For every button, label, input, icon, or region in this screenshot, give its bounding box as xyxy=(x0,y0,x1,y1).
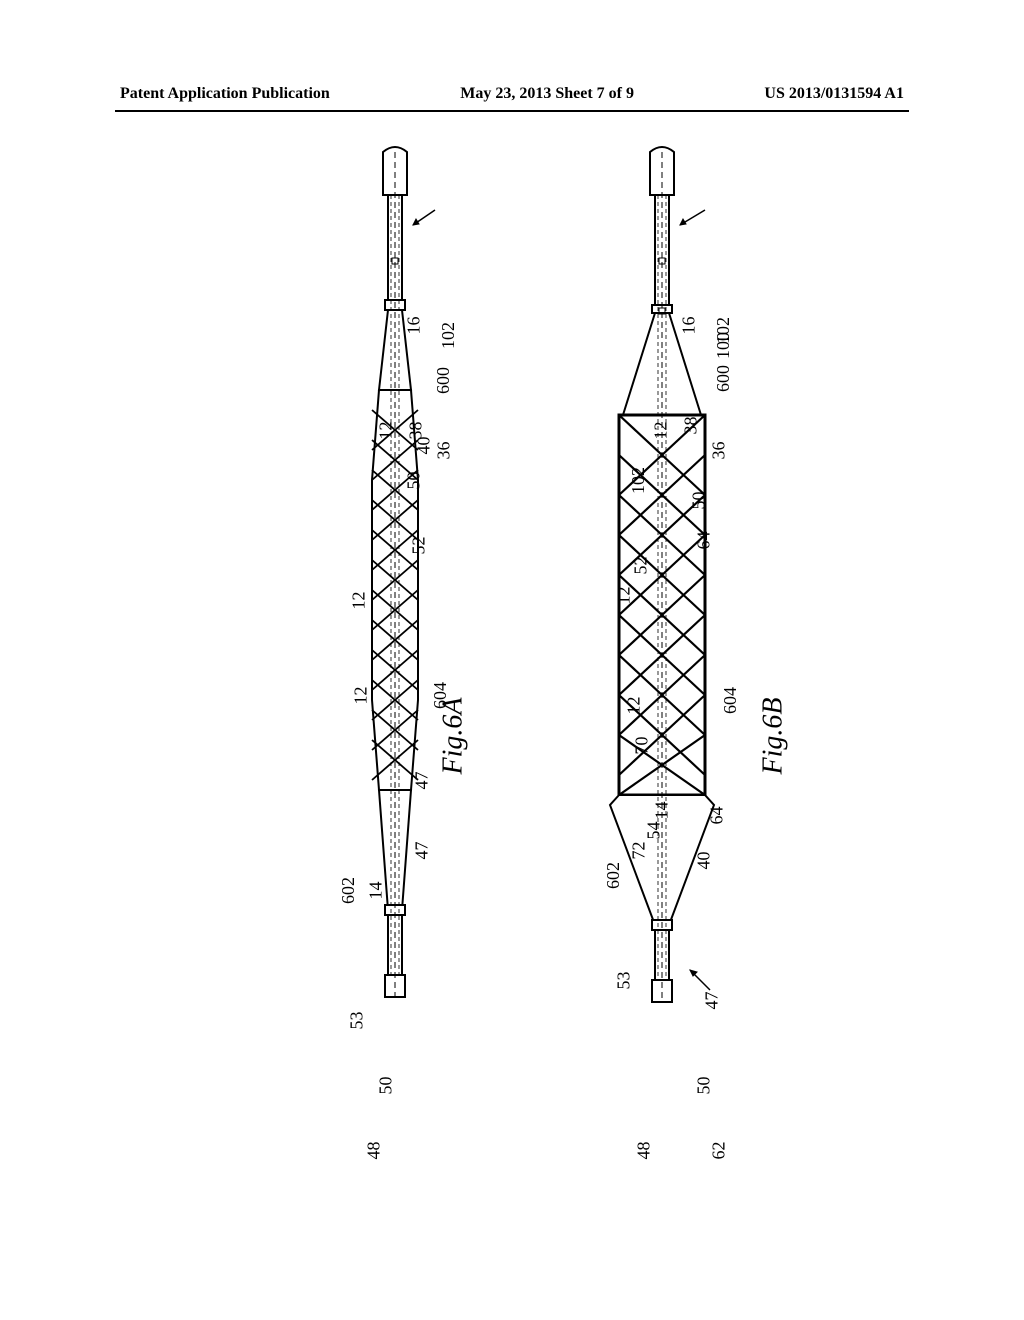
figure-6a-svg xyxy=(295,140,495,1200)
figure-area: Fig.6A Fig.6B 48 50 53 602 14 47 47 604 12 12 52 50… xyxy=(155,140,875,1200)
ref-numeral: 64 xyxy=(707,807,728,825)
ref-numeral: 12 xyxy=(376,422,397,440)
ref-numeral: 47 xyxy=(702,992,723,1010)
ref-numeral: 12 xyxy=(651,422,672,440)
ref-numeral: 604 xyxy=(430,682,451,709)
ref-numeral: 52 xyxy=(631,557,652,575)
ref-numeral: 36 xyxy=(434,442,455,460)
figure-6a xyxy=(295,140,495,1200)
figure-6b-svg xyxy=(555,140,795,1200)
ref-numeral: 53 xyxy=(347,1012,368,1030)
header-rule xyxy=(115,110,909,112)
ref-numeral: 64 xyxy=(694,532,715,550)
ref-numeral: 48 xyxy=(364,1142,385,1160)
ref-numeral: 102 xyxy=(628,467,649,494)
ref-numeral: 12 xyxy=(624,697,645,715)
ref-numeral: 50 xyxy=(404,472,425,490)
ref-numeral: 50 xyxy=(694,1077,715,1095)
ref-numeral: 70 xyxy=(632,737,653,755)
ref-numeral: 602 xyxy=(603,862,624,889)
ref-numeral: 47 xyxy=(412,772,433,790)
header-right: US 2013/0131594 A1 xyxy=(764,85,904,103)
ref-numeral: 47 xyxy=(412,842,433,860)
ref-numeral: 12 xyxy=(351,687,372,705)
ref-numeral: 52 xyxy=(409,537,430,555)
ref-numeral: 102 xyxy=(438,322,459,349)
ref-numeral: 602 xyxy=(338,877,359,904)
ref-numeral: 14 xyxy=(652,802,673,820)
header-left: Patent Application Publication xyxy=(120,85,330,103)
ref-numeral: 600 xyxy=(433,367,454,394)
ref-numeral: 16 xyxy=(679,317,700,335)
ref-numeral: 102 xyxy=(713,317,734,344)
ref-numeral: 38 xyxy=(681,417,702,435)
fig-6b-label: Fig.6B xyxy=(758,698,790,775)
ref-numeral: 50 xyxy=(376,1077,397,1095)
ref-numeral: 50 xyxy=(689,492,710,510)
ref-numeral: 600 xyxy=(713,365,734,392)
fig-6a-label: Fig.6A xyxy=(438,698,470,775)
ref-numeral: 12 xyxy=(614,587,635,605)
ref-numeral: 12 xyxy=(349,592,370,610)
header-center: May 23, 2013 Sheet 7 of 9 xyxy=(460,85,634,103)
ref-numeral: 62 xyxy=(709,1142,730,1160)
figure-6b xyxy=(555,140,795,1200)
ref-numeral: 48 xyxy=(634,1142,655,1160)
ref-numeral: 53 xyxy=(614,972,635,990)
ref-numeral: 72 xyxy=(629,842,650,860)
ref-numeral: 36 xyxy=(709,442,730,460)
ref-numeral: 54 xyxy=(644,822,665,840)
ref-numeral: 14 xyxy=(366,882,387,900)
ref-numeral: 40 xyxy=(414,437,435,455)
ref-numeral: 604 xyxy=(720,687,741,714)
page-header: Patent Application Publication May 23, 2… xyxy=(0,85,1024,103)
ref-numeral: 16 xyxy=(404,317,425,335)
ref-numeral: 40 xyxy=(694,852,715,870)
